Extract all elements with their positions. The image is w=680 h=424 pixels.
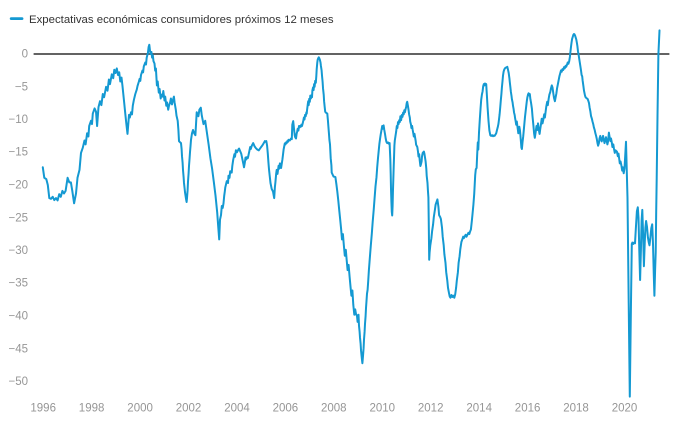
svg-text:2006: 2006 — [273, 403, 299, 415]
svg-text:−20: −20 — [8, 180, 28, 192]
svg-text:1998: 1998 — [79, 403, 105, 415]
svg-text:2002: 2002 — [176, 403, 202, 415]
svg-text:1996: 1996 — [30, 403, 56, 415]
svg-text:2004: 2004 — [224, 403, 250, 415]
svg-text:2014: 2014 — [466, 403, 492, 415]
svg-text:−40: −40 — [8, 311, 28, 323]
svg-text:2008: 2008 — [321, 403, 347, 415]
svg-text:−5: −5 — [15, 81, 28, 93]
svg-text:−10: −10 — [8, 114, 28, 126]
svg-text:2018: 2018 — [563, 403, 589, 415]
svg-text:−25: −25 — [8, 212, 28, 224]
svg-text:−30: −30 — [8, 245, 28, 257]
svg-text:2012: 2012 — [418, 403, 444, 415]
svg-text:Expectativas económicas consum: Expectativas económicas consumidores pró… — [29, 14, 334, 26]
svg-text:2010: 2010 — [370, 403, 396, 415]
svg-text:−50: −50 — [8, 376, 28, 388]
svg-text:0: 0 — [22, 49, 28, 61]
svg-text:2000: 2000 — [127, 403, 153, 415]
svg-text:−45: −45 — [8, 343, 28, 355]
svg-text:−15: −15 — [8, 147, 28, 159]
svg-text:−35: −35 — [8, 278, 28, 290]
svg-text:2016: 2016 — [515, 403, 541, 415]
svg-text:2020: 2020 — [612, 403, 638, 415]
